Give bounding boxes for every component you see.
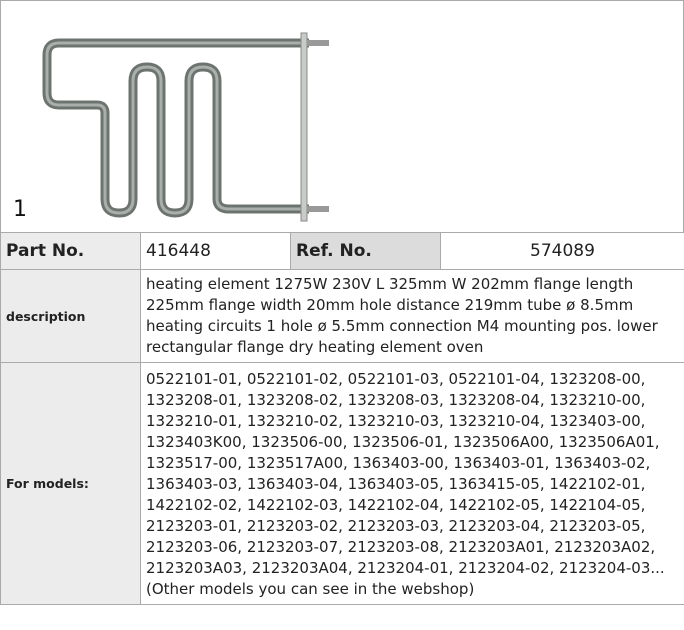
part-no: 416448 bbox=[141, 233, 291, 270]
product-table: Part No. 416448 Ref. No. 574089 descript… bbox=[0, 232, 684, 605]
models: 0522101-01, 0522101-02, 0522101-03, 0522… bbox=[146, 369, 679, 579]
models-note: (Other models you can see in the webshop… bbox=[146, 579, 679, 600]
product-image: 1 bbox=[0, 0, 684, 233]
models-label: For models: bbox=[1, 363, 141, 605]
heating-element-picture bbox=[1, 1, 683, 233]
description: heating element 1275W 230V L 325mm W 202… bbox=[141, 270, 684, 363]
image-label: 1 bbox=[13, 197, 27, 222]
page: 1 Part No. 416448 Ref. No. 574089 descri… bbox=[0, 0, 684, 630]
part-no-label: Part No. bbox=[1, 233, 141, 270]
ref-no-label: Ref. No. bbox=[291, 233, 441, 270]
ref-no: 574089 bbox=[441, 233, 684, 270]
description-label: description bbox=[1, 270, 141, 363]
models-cell: 0522101-01, 0522101-02, 0522101-03, 0522… bbox=[141, 363, 684, 605]
